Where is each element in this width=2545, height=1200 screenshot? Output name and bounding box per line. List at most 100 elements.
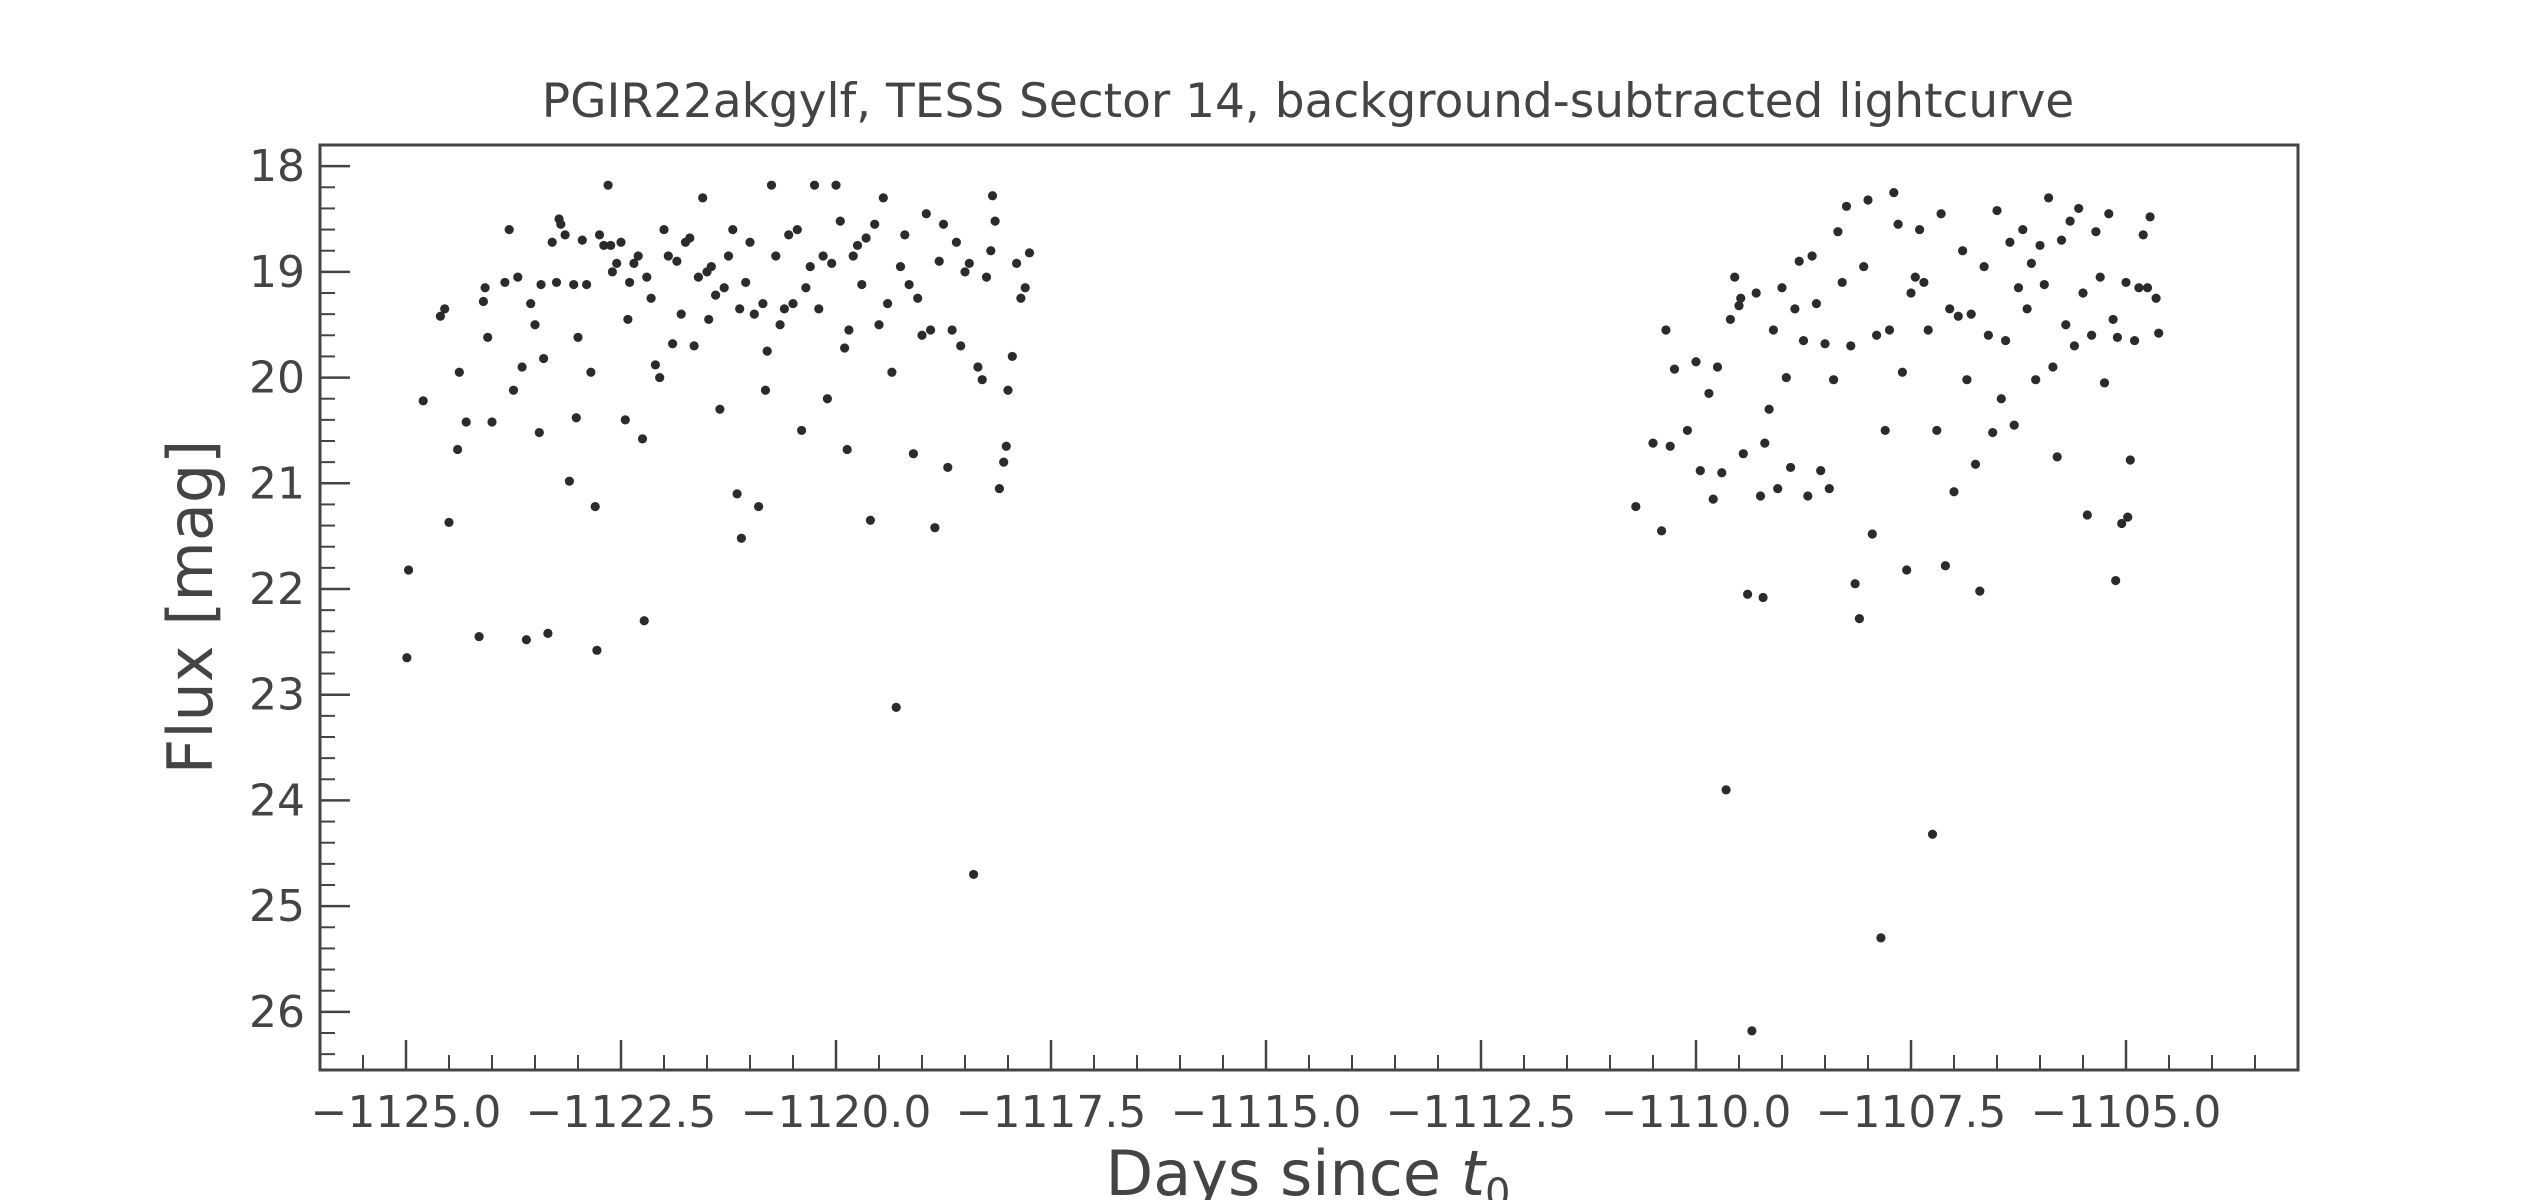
- data-point: [1648, 438, 1658, 448]
- data-point: [1958, 246, 1968, 256]
- data-point: [1820, 339, 1830, 349]
- data-point: [440, 304, 450, 314]
- data-point: [668, 339, 678, 349]
- data-point: [1859, 261, 1869, 272]
- data-point: [1841, 201, 1852, 211]
- data-point: [1657, 526, 1667, 536]
- data-point: [908, 449, 919, 459]
- y-tick-label: 21: [249, 458, 305, 509]
- data-point: [736, 533, 747, 543]
- data-point: [999, 457, 1009, 467]
- data-point: [2130, 335, 2140, 346]
- data-point: [623, 314, 633, 325]
- data-point: [2052, 452, 2062, 462]
- data-point: [1743, 589, 1753, 599]
- data-point: [745, 237, 755, 247]
- data-point: [1816, 466, 1826, 476]
- data-point: [1833, 227, 1843, 237]
- data-point: [1880, 425, 1890, 436]
- data-point: [852, 240, 863, 251]
- data-point: [1996, 394, 2006, 404]
- data-point: [2078, 288, 2088, 298]
- data-point: [964, 258, 974, 268]
- data-point: [551, 277, 562, 288]
- data-point: [1003, 385, 1013, 395]
- data-point: [809, 180, 820, 190]
- data-point: [2112, 332, 2122, 342]
- data-point: [1945, 304, 1955, 314]
- data-point: [801, 283, 811, 293]
- data-point: [474, 631, 484, 642]
- data-point: [956, 341, 966, 351]
- data-point: [569, 279, 579, 290]
- data-point: [1988, 427, 1998, 438]
- y-tick-label: 23: [249, 670, 305, 721]
- data-point: [1665, 441, 1675, 451]
- data-point: [987, 191, 998, 201]
- data-point: [517, 362, 527, 372]
- data-point: [1764, 404, 1774, 414]
- data-point: [842, 444, 852, 455]
- data-point: [1708, 494, 1718, 504]
- data-point: [629, 258, 639, 268]
- data-point: [1786, 462, 1796, 473]
- data-point: [857, 279, 867, 290]
- data-point: [2111, 575, 2121, 586]
- data-point: [637, 434, 648, 444]
- data-point: [2031, 375, 2041, 385]
- data-point: [513, 272, 523, 282]
- data-point: [633, 251, 643, 261]
- data-point: [2044, 193, 2054, 203]
- data-point: [904, 279, 914, 290]
- data-point: [543, 628, 553, 639]
- data-point: [981, 272, 992, 282]
- x-tick-label: −1125.0: [311, 1087, 502, 1138]
- data-point: [2121, 277, 2131, 288]
- data-point: [784, 230, 794, 240]
- data-point: [2151, 293, 2161, 303]
- data-point: [483, 332, 493, 342]
- data-point: [607, 267, 618, 277]
- data-point: [1721, 785, 1731, 795]
- data-point: [659, 224, 669, 235]
- data-point: [521, 635, 532, 645]
- y-tick-label: 24: [249, 775, 305, 826]
- data-point: [1736, 293, 1746, 303]
- x-tick-label: −1105.0: [2031, 1087, 2222, 1138]
- data-point: [1725, 314, 1735, 325]
- data-point: [2001, 335, 2011, 346]
- data-point: [1773, 483, 1783, 494]
- data-point: [1876, 933, 1886, 943]
- data-point: [1889, 187, 1899, 198]
- data-point: [2145, 212, 2155, 222]
- data-point: [1979, 261, 1989, 272]
- data-point: [1850, 579, 1860, 589]
- data-point: [2056, 235, 2067, 245]
- data-point: [1024, 248, 1035, 258]
- data-point: [480, 283, 490, 293]
- data-point: [2087, 330, 2097, 340]
- data-point: [590, 501, 600, 512]
- data-point: [779, 304, 790, 314]
- data-point: [1962, 375, 1972, 385]
- x-axis-label-sub: 0: [1485, 1171, 1510, 1200]
- data-point: [934, 256, 944, 266]
- data-point: [775, 320, 785, 330]
- data-point: [754, 501, 764, 512]
- data-point: [676, 309, 686, 319]
- data-point: [1768, 325, 1778, 335]
- data-point: [698, 193, 708, 203]
- data-point: [1760, 438, 1770, 448]
- y-tick-label: 19: [249, 247, 305, 298]
- data-point: [760, 385, 771, 395]
- data-point: [539, 353, 549, 364]
- x-axis-label-main: Days since: [1106, 1137, 1461, 1200]
- x-axis-label: Days since t0: [1106, 1137, 1511, 1200]
- data-point: [1867, 529, 1877, 539]
- data-point: [2005, 237, 2015, 247]
- data-point: [571, 413, 581, 423]
- data-point: [454, 367, 464, 377]
- data-point: [865, 515, 876, 525]
- data-point: [620, 415, 630, 425]
